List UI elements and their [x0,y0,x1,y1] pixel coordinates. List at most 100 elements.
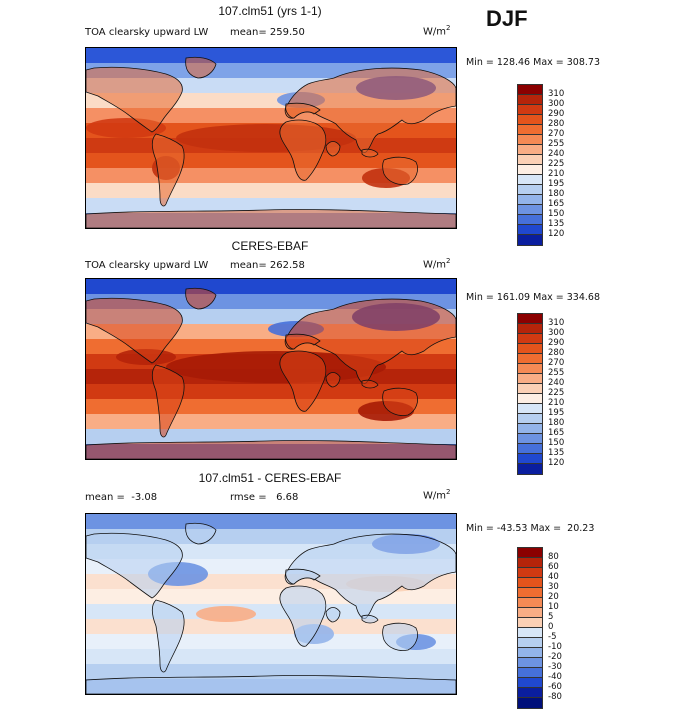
panel-1-units: W/m2 [423,24,451,38]
colorbar-tick-label: -30 [548,662,562,672]
colorbar-swatch [518,175,542,185]
colorbar-swatch [518,314,542,324]
colorbar-tick-label: 30 [548,582,559,592]
panel-3-map [85,513,457,695]
continent-outline [361,379,379,389]
colorbar-swatch [518,608,542,618]
panel-2-title: CERES-EBAF [231,239,309,253]
colorbar-swatch [518,324,542,334]
colorbar-tick-label: 195 [548,179,565,189]
colorbar-swatch [518,384,542,394]
colorbar-tick-label: 270 [548,129,565,139]
colorbar-tick-label: 150 [548,438,565,448]
colorbar-swatch [518,424,542,434]
colorbar-swatch [518,344,542,354]
continent-outline [185,287,217,310]
season-label: DJF [486,6,528,31]
map-field [86,279,456,459]
colorbar-swatch [518,394,542,404]
colorbar-swatch [518,454,542,464]
colorbar-tick-label: 310 [548,89,565,99]
colorbar-swatch [518,95,542,105]
colorbar-swatch [518,185,542,195]
colorbar-tick-label: 300 [548,328,565,338]
colorbar-tick-label: 165 [548,428,565,438]
colorbar-swatch [518,678,542,688]
panel-1-mean: mean= 259.50 [230,27,305,38]
continent-outline [382,622,418,651]
latitude-band [86,604,456,620]
field-anomaly [196,606,256,622]
colorbar-tick-label: 300 [548,99,565,109]
colorbar-swatch [518,155,542,165]
colorbar-swatch [518,444,542,454]
panel-1-variable-label: TOA clearsky upward LW [85,27,209,38]
continent-outline [185,522,217,545]
panel-3-colorbar [517,547,543,709]
colorbar-swatch [518,598,542,608]
colorbar-tick-label: -10 [548,642,562,652]
continent-outline [86,66,183,133]
continent-outline [382,387,418,416]
colorbar-tick-label: 135 [548,219,565,229]
latitude-band [86,429,456,445]
continent-outline [86,209,456,228]
colorbar-swatch [518,414,542,424]
colorbar-swatch [518,135,542,145]
panel-3-minmax: Min = -43.53 Max = 20.23 [466,523,595,534]
colorbar-swatch [518,354,542,364]
continent-outline [285,102,321,119]
latitude-band [86,198,456,214]
colorbar-swatch [518,638,542,648]
panel-2-units: W/m2 [423,257,451,271]
colorbar-swatch [518,364,542,374]
colorbar-swatch [518,434,542,444]
colorbar-tick-label: 10 [548,602,559,612]
colorbar-swatch [518,558,542,568]
panel-2-colorbar [517,313,543,475]
colorbar-tick-label: 135 [548,448,565,458]
colorbar-tick-label: 270 [548,358,565,368]
continent-outline [285,568,321,585]
latitude-band [86,414,456,430]
colorbar-tick-label: 290 [548,109,565,119]
continent-outline [325,141,341,157]
continent-outline [86,532,183,599]
colorbar-tick-label: 290 [548,338,565,348]
colorbar-swatch [518,85,542,95]
colorbar-tick-label: 80 [548,552,559,562]
colorbar-tick-label: 225 [548,388,565,398]
colorbar-tick-label: 255 [548,139,565,149]
colorbar-swatch [518,404,542,414]
colorbar-swatch [518,334,542,344]
panel-1-title: 107.clm51 (yrs 1-1) [218,4,322,18]
colorbar-swatch [518,165,542,175]
continent-outline [285,333,321,350]
colorbar-tick-label: 5 [548,612,554,622]
colorbar-swatch [518,618,542,628]
latitude-band [86,664,456,680]
continent-outline [325,372,341,388]
colorbar-swatch [518,145,542,155]
colorbar-tick-label: -5 [548,632,557,642]
colorbar-tick-label: -60 [548,682,562,692]
colorbar-tick-label: 150 [548,209,565,219]
colorbar-tick-label: 210 [548,169,565,179]
continent-outline [325,607,341,623]
continent-outline [279,585,327,647]
panel-3-mean: mean = -3.08 [85,492,158,503]
colorbar-tick-label: 225 [548,159,565,169]
colorbar-swatch [518,548,542,558]
colorbar-tick-label: 280 [548,119,565,129]
colorbar-tick-label: 40 [548,572,559,582]
colorbar-swatch [518,578,542,588]
colorbar-tick-label: 180 [548,189,565,199]
latitude-band [86,48,456,64]
colorbar-swatch [518,648,542,658]
panel-2-minmax: Min = 161.09 Max = 334.68 [466,292,600,303]
panel-1-minmax: Min = 128.46 Max = 308.73 [466,57,600,68]
colorbar-swatch [518,215,542,225]
colorbar-tick-label: 195 [548,408,565,418]
panel-3-title: 107.clm51 - CERES-EBAF [198,471,342,485]
continent-outline [382,156,418,185]
